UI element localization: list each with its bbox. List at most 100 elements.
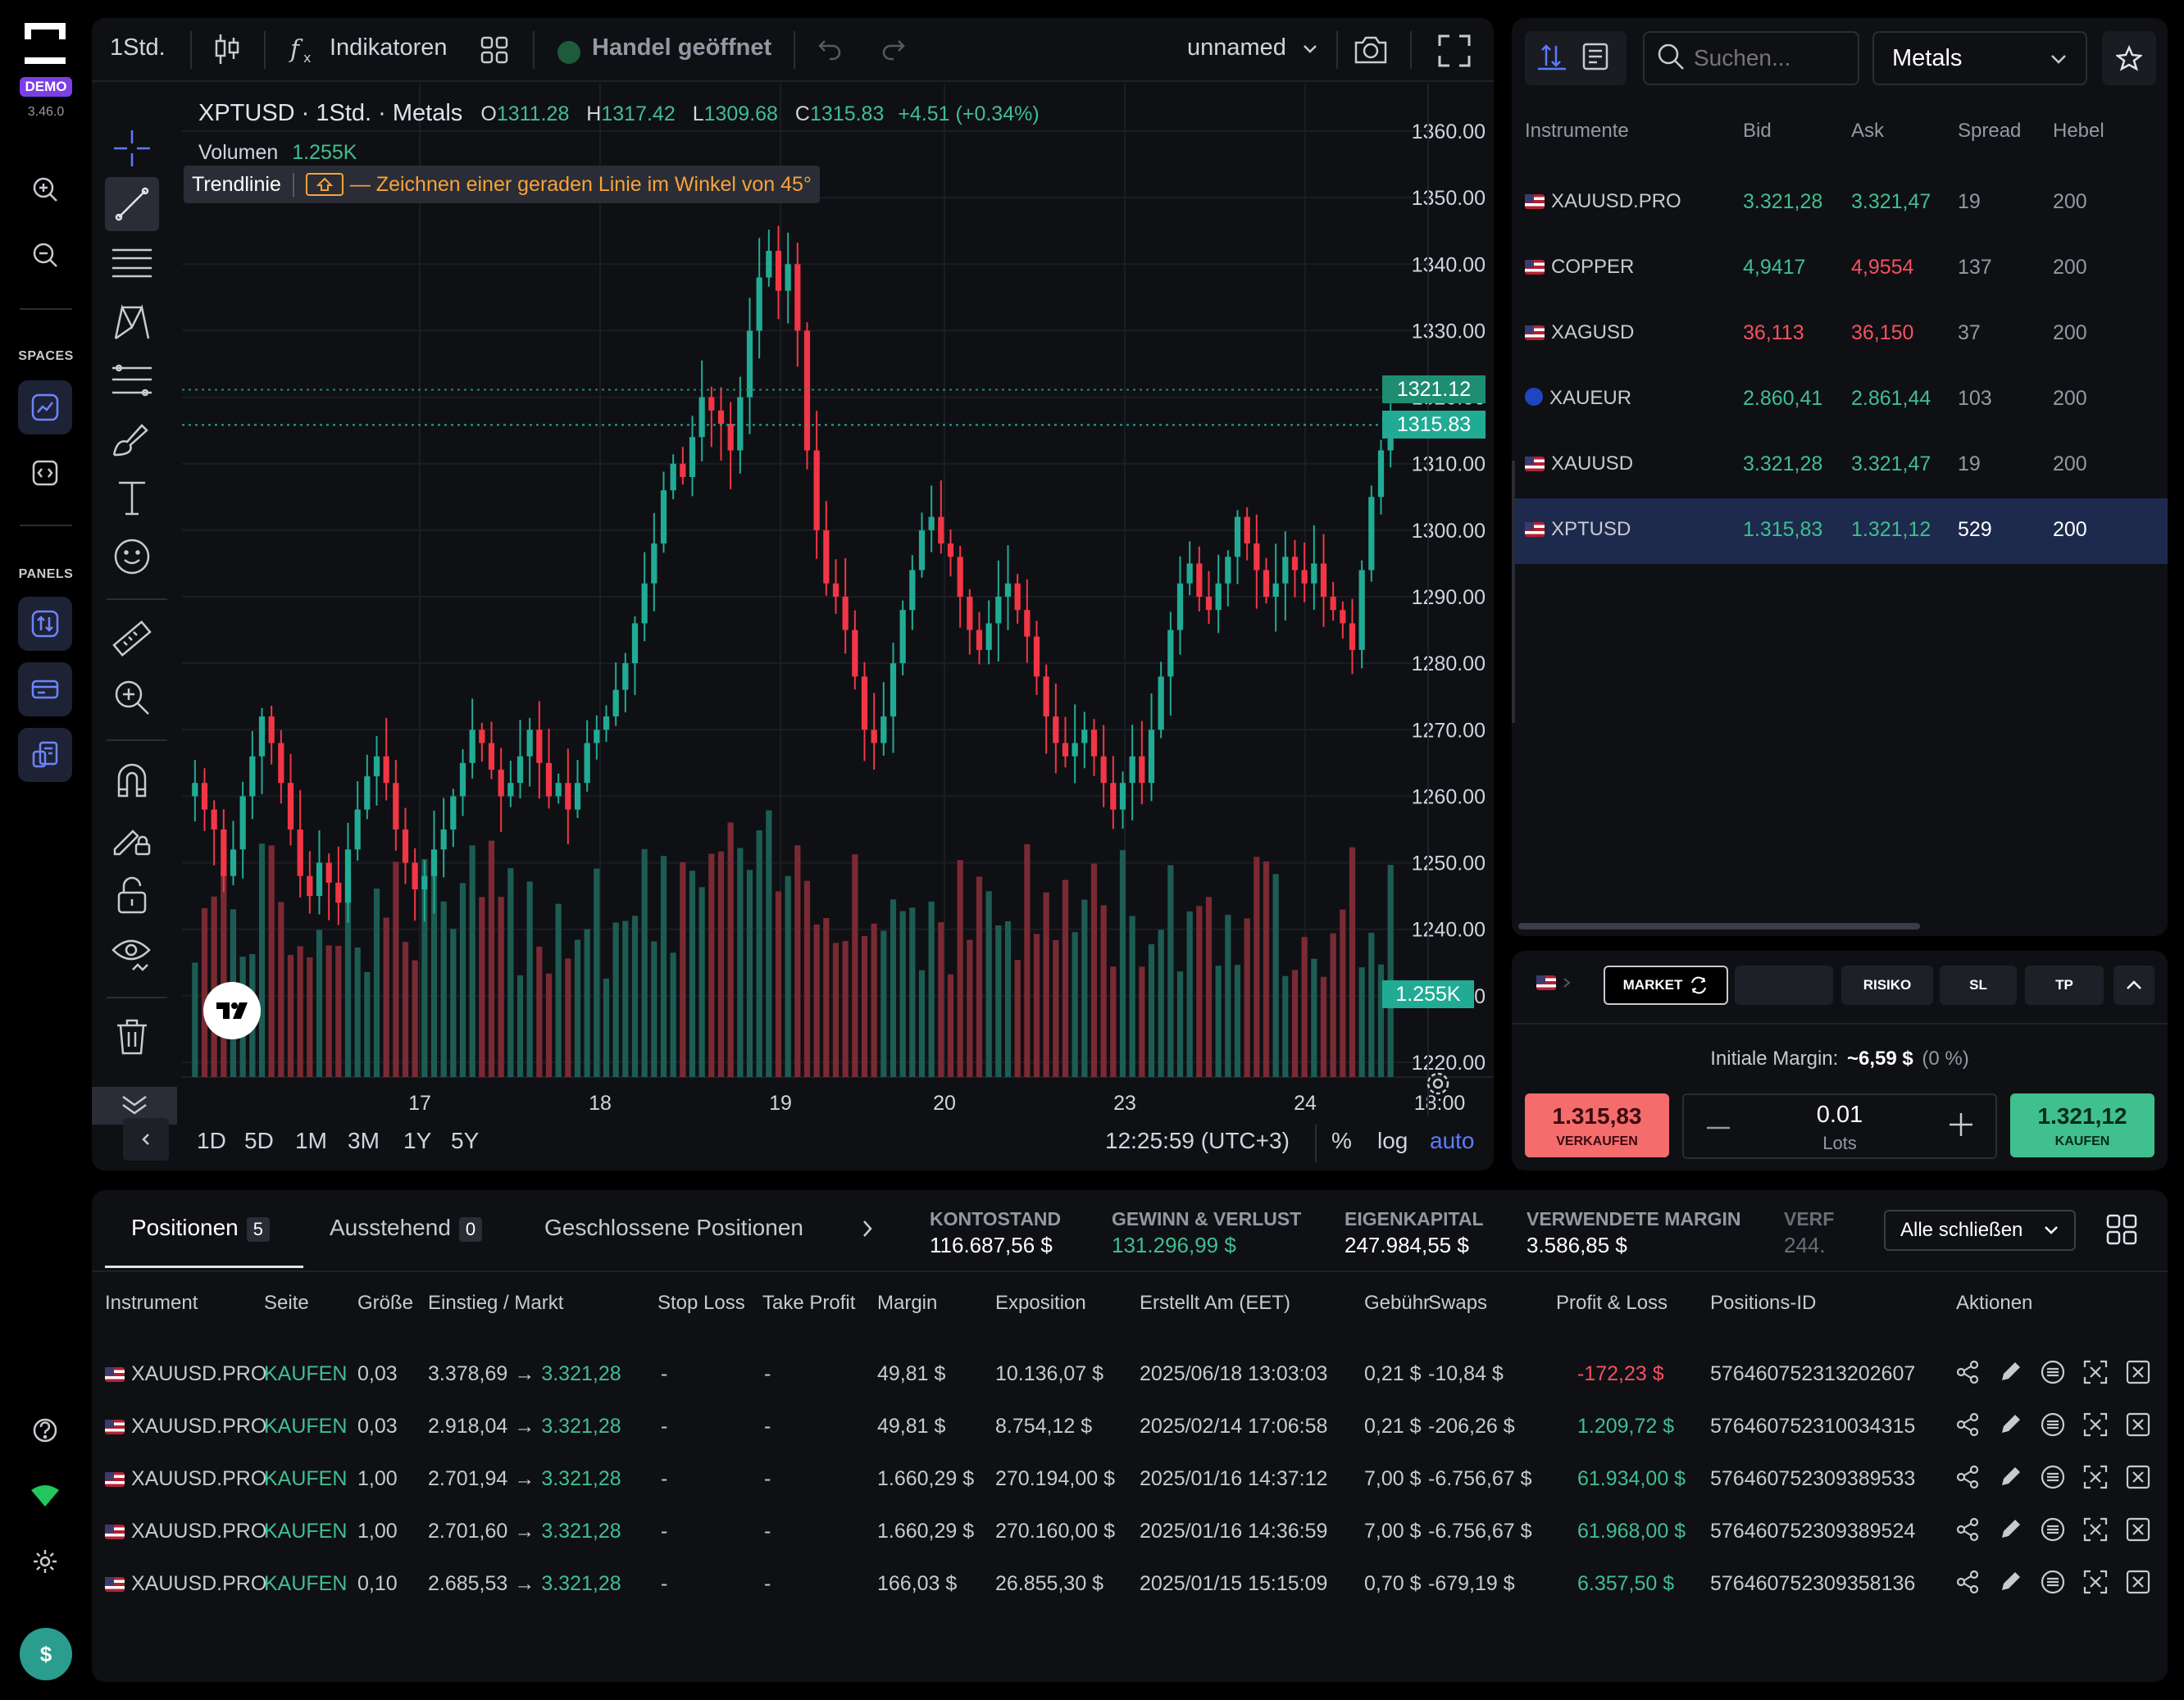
zoom-in-icon[interactable] [18, 162, 72, 216]
close-position-icon[interactable] [2125, 1569, 2154, 1598]
log-toggle[interactable]: log [1377, 1128, 1408, 1153]
positions-panel-icon[interactable] [18, 728, 72, 782]
risk-button[interactable]: RISIKO [1841, 966, 1933, 1005]
close-all-button[interactable]: Alle schließen [1884, 1210, 2076, 1251]
account-avatar[interactable]: $ [20, 1628, 72, 1680]
position-row[interactable]: XAUUSD.PRO KAUFEN 1,00 2.701,60 → 3.321,28 - - 1… [92, 1505, 2168, 1557]
position-take-profit[interactable]: - [764, 1362, 771, 1385]
col-header-instruments[interactable]: Instrumente [1525, 120, 1629, 142]
partial-close-icon[interactable] [2040, 1411, 2069, 1441]
partial-close-icon[interactable] [2040, 1569, 2069, 1598]
instrument-row[interactable]: XAUEUR 2.860,41 2.861,44 103 200 [1512, 367, 2168, 433]
redo-icon[interactable] [879, 38, 907, 66]
col-header-ask[interactable]: Ask [1851, 120, 1885, 142]
pattern-tool-icon[interactable] [105, 295, 159, 349]
connection-wifi-icon[interactable] [18, 1469, 72, 1523]
emoji-icon[interactable] [105, 530, 159, 584]
chevron-down-icon[interactable] [1302, 43, 1318, 60]
magnifier-icon[interactable] [105, 670, 159, 725]
col-header[interactable]: Einstieg / Markt [428, 1292, 564, 1314]
col-header[interactable]: Gebühr [1364, 1292, 1431, 1314]
price-chart[interactable]: 1360.001350.001340.001330.001320.001310.… [182, 84, 1494, 1116]
clock[interactable]: 12:25:59 (UTC+3) [1105, 1128, 1290, 1153]
range-1d[interactable]: 1D [197, 1128, 226, 1153]
order-empty-slot[interactable] [1735, 966, 1833, 1005]
magnet-icon[interactable] [105, 752, 159, 807]
vertical-scrollbar[interactable] [1512, 461, 1515, 723]
indicators-button[interactable]: Indikatoren [330, 34, 448, 61]
col-header[interactable]: Profit & Loss [1556, 1292, 1668, 1314]
col-header[interactable]: Erstellt Am (EET) [1140, 1292, 1291, 1314]
grid-layout-icon[interactable] [2105, 1213, 2138, 1250]
edit-pencil-icon[interactable] [1997, 1359, 2027, 1389]
zoom-out-icon[interactable] [18, 228, 72, 282]
percent-toggle[interactable]: % [1331, 1128, 1352, 1153]
position-stop-loss[interactable]: - [661, 1572, 668, 1595]
lock-drawing-icon[interactable] [105, 810, 159, 864]
horizontal-scrollbar[interactable] [1518, 923, 1920, 930]
close-position-icon[interactable] [2125, 1516, 2154, 1546]
close-position-icon[interactable] [2125, 1464, 2154, 1493]
eye-visibility-icon[interactable] [105, 926, 159, 980]
buy-button[interactable]: 1.321,12 KAUFEN [2010, 1093, 2154, 1157]
instrument-row[interactable]: XPTUSD 1.315,83 1.321,12 529 200 [1512, 498, 2168, 564]
col-header[interactable]: Margin [877, 1292, 938, 1314]
share-icon[interactable] [1954, 1359, 1984, 1389]
col-header-bid[interactable]: Bid [1743, 120, 1772, 142]
search-input[interactable] [1694, 45, 1841, 71]
ruler-icon[interactable] [105, 611, 159, 666]
partial-close-icon[interactable] [2040, 1464, 2069, 1493]
col-header[interactable]: Seite [264, 1292, 309, 1314]
reverse-position-icon[interactable] [2082, 1411, 2112, 1441]
col-header-leverage[interactable]: Hebel [2053, 120, 2104, 142]
stop-loss-button[interactable]: SL [1940, 966, 2017, 1005]
position-take-profit[interactable]: - [764, 1467, 771, 1490]
interval-select[interactable]: 1Std. [110, 34, 166, 61]
col-header[interactable]: Größe [357, 1292, 414, 1314]
favorites-star-icon[interactable] [2102, 31, 2156, 85]
col-header-spread[interactable]: Spread [1958, 120, 2022, 142]
sell-button[interactable]: 1.315,83 VERKAUFEN [1525, 1093, 1669, 1157]
trash-icon[interactable] [105, 1010, 159, 1064]
candle-type-icon[interactable] [213, 33, 241, 70]
trendline-icon[interactable] [105, 177, 159, 231]
range-3m[interactable]: 3M [348, 1128, 380, 1153]
position-row[interactable]: XAUUSD.PRO KAUFEN 0,03 3.378,69 → 3.321,28 - - 4… [92, 1348, 2168, 1400]
fullscreen-icon[interactable] [1438, 34, 1471, 71]
share-icon[interactable] [1954, 1569, 1984, 1598]
market-order-button[interactable]: MARKET [1604, 966, 1728, 1005]
partial-close-icon[interactable] [2040, 1359, 2069, 1389]
brush-icon[interactable] [105, 411, 159, 466]
lots-input[interactable]: 0.01 [1816, 1102, 1863, 1128]
position-row[interactable]: XAUUSD.PRO KAUFEN 0,03 2.918,04 → 3.321,28 - - 4… [92, 1400, 2168, 1452]
range-5y[interactable]: 5Y [451, 1128, 480, 1153]
unlock-icon[interactable] [105, 869, 159, 923]
position-row[interactable]: XAUUSD.PRO KAUFEN 0,10 2.685,53 → 3.321,28 - - 1… [92, 1557, 2168, 1610]
edit-pencil-icon[interactable] [1997, 1516, 2027, 1546]
tab-positions[interactable]: Positionen 5 [131, 1215, 271, 1242]
instrument-row[interactable]: XAUUSD 3.321,28 3.321,47 19 200 [1512, 433, 2168, 498]
app-logo[interactable] [23, 21, 67, 66]
col-header[interactable]: Stop Loss [657, 1292, 745, 1314]
plus-icon[interactable] [1946, 1110, 1976, 1143]
range-5d[interactable]: 5D [244, 1128, 274, 1153]
instruments-panel-icon[interactable] [18, 597, 72, 651]
position-take-profit[interactable]: - [764, 1520, 771, 1543]
reverse-position-icon[interactable] [2082, 1359, 2112, 1389]
range-1y[interactable]: 1Y [403, 1128, 432, 1153]
col-header[interactable]: Take Profit [762, 1292, 856, 1314]
position-stop-loss[interactable]: - [661, 1520, 668, 1543]
category-select[interactable]: Metals [1872, 31, 2087, 85]
instrument-row[interactable]: COPPER 4,9417 4,9554 137 200 [1512, 236, 2168, 302]
horizontal-lines-icon[interactable] [105, 236, 159, 290]
layout-grid-icon[interactable] [480, 36, 508, 68]
instrument-row[interactable]: XAUUSD.PRO 3.321,28 3.321,47 19 200 [1512, 170, 2168, 236]
reverse-position-icon[interactable] [2082, 1464, 2112, 1493]
code-space-icon[interactable] [18, 446, 72, 500]
col-header[interactable]: Instrument [105, 1292, 198, 1314]
instrument-row[interactable]: XAGUSD 36,113 36,150 37 200 [1512, 302, 2168, 367]
col-header[interactable]: Swaps [1428, 1292, 1488, 1314]
order-instrument-flag[interactable] [1536, 975, 1571, 990]
position-stop-loss[interactable]: - [661, 1415, 668, 1438]
share-icon[interactable] [1954, 1464, 1984, 1493]
